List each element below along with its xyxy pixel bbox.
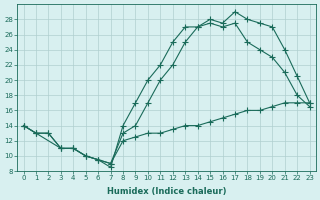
X-axis label: Humidex (Indice chaleur): Humidex (Indice chaleur) — [107, 187, 226, 196]
